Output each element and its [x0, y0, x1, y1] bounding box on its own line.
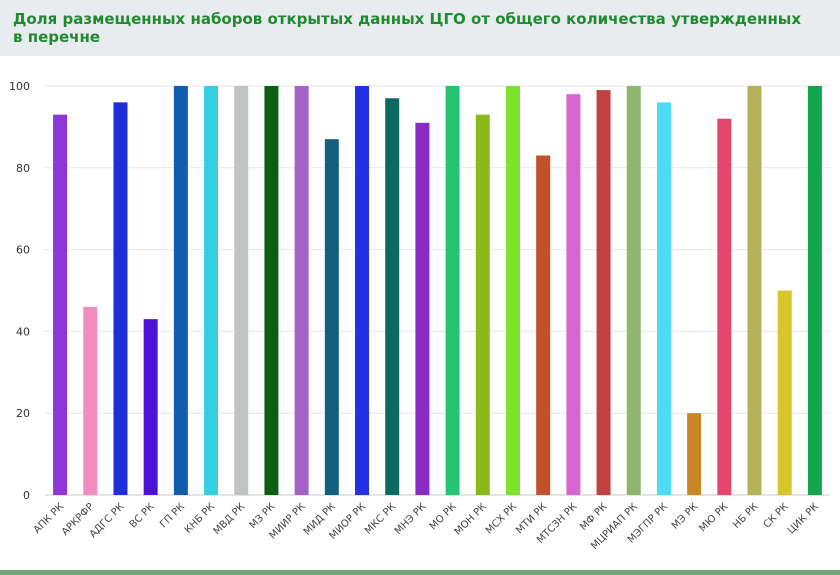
- bar[interactable]: [807, 86, 822, 495]
- x-tick-label: СК РК: [762, 501, 791, 530]
- footer-line: [0, 570, 840, 575]
- x-tick-label: МОН РК: [453, 501, 489, 537]
- x-tick-label: МЭ РК: [670, 501, 700, 531]
- bar[interactable]: [294, 86, 309, 495]
- x-tick-label: ЦИК РК: [786, 501, 821, 536]
- bar[interactable]: [505, 86, 520, 495]
- y-tick-label: 60: [16, 244, 30, 257]
- bar[interactable]: [324, 139, 339, 496]
- bar[interactable]: [747, 86, 762, 495]
- bar[interactable]: [264, 86, 279, 495]
- y-tick-label: 20: [16, 407, 30, 420]
- x-tick-label: МЮ РК: [697, 501, 730, 534]
- bar[interactable]: [596, 90, 611, 495]
- chart-title: Доля размещенных наборов открытых данных…: [13, 10, 802, 46]
- bar[interactable]: [355, 86, 370, 495]
- x-tick-label: МКС РК: [363, 501, 398, 536]
- y-tick-label: 80: [16, 162, 30, 175]
- chart-header: [0, 0, 840, 56]
- bar[interactable]: [53, 114, 68, 495]
- bar[interactable]: [717, 118, 732, 495]
- bar[interactable]: [385, 98, 400, 496]
- bar[interactable]: [415, 122, 430, 495]
- bar[interactable]: [204, 86, 219, 495]
- x-tick-label: МНЭ РК: [393, 501, 429, 537]
- bars: [53, 86, 822, 496]
- x-tick-label: ГП РК: [158, 501, 187, 530]
- bar[interactable]: [445, 86, 460, 495]
- x-tick-label: МЗ РК: [248, 501, 278, 531]
- bar[interactable]: [566, 94, 581, 496]
- x-tick-label: НБ РК: [731, 501, 760, 530]
- grid-lines: [45, 85, 830, 496]
- bar[interactable]: [626, 86, 641, 495]
- y-tick-label: 40: [16, 325, 30, 338]
- y-tick-label: 0: [23, 489, 30, 502]
- x-tick-label: МСХ РК: [484, 501, 519, 536]
- bar[interactable]: [234, 86, 249, 495]
- bar[interactable]: [687, 413, 702, 495]
- bar[interactable]: [173, 86, 188, 495]
- x-tick-label: ВС РК: [128, 501, 157, 530]
- bar[interactable]: [536, 155, 551, 495]
- bar[interactable]: [113, 102, 128, 496]
- bar[interactable]: [777, 290, 792, 496]
- y-tick-labels: 0 20 40 60 80 100: [9, 80, 30, 502]
- bar[interactable]: [475, 114, 490, 495]
- y-tick-label: 100: [9, 80, 30, 93]
- bar[interactable]: [656, 102, 671, 496]
- bar[interactable]: [83, 306, 98, 495]
- x-tick-label: МВД РК: [212, 501, 248, 537]
- bar[interactable]: [143, 319, 158, 495]
